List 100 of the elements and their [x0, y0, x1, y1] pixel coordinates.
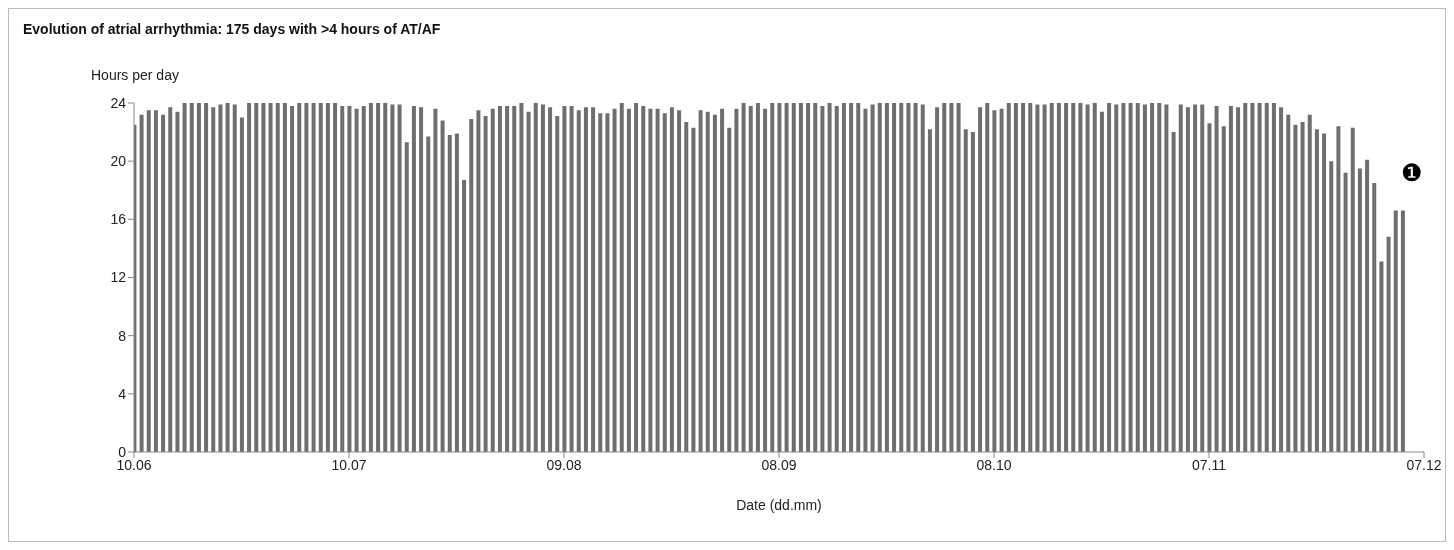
bar — [483, 116, 488, 452]
bar — [849, 103, 854, 452]
x-tick-label: 10.07 — [331, 456, 367, 473]
bar — [361, 105, 366, 452]
y-tick-label: 4 — [118, 385, 127, 402]
bar — [1322, 133, 1327, 452]
bar — [992, 110, 997, 452]
bar — [1178, 104, 1183, 452]
bar — [576, 110, 581, 452]
bar — [985, 103, 990, 452]
bar — [906, 103, 911, 452]
bar — [1293, 124, 1298, 452]
bar — [433, 108, 438, 452]
bar — [877, 103, 882, 452]
bar — [1135, 103, 1140, 452]
bar — [1372, 182, 1377, 452]
bar — [1307, 114, 1312, 452]
bar — [727, 127, 732, 452]
bar — [383, 103, 388, 452]
x-tick-label: 08.09 — [761, 456, 797, 473]
bar — [1357, 168, 1362, 452]
bar — [935, 107, 940, 452]
bar — [268, 103, 273, 452]
bar — [1386, 236, 1391, 452]
bar — [999, 108, 1004, 452]
y-tick-label: 12 — [110, 269, 127, 286]
bar — [820, 105, 825, 452]
bar — [1279, 107, 1284, 452]
bar — [1214, 105, 1219, 452]
bar — [1099, 111, 1104, 452]
bar — [519, 103, 524, 452]
bar — [626, 108, 631, 452]
bar — [856, 103, 861, 452]
bar — [168, 107, 173, 452]
bar — [1185, 107, 1190, 452]
bar — [311, 103, 316, 452]
bar — [419, 107, 424, 452]
bar — [175, 111, 180, 452]
bar — [239, 117, 244, 452]
bar — [705, 111, 710, 452]
bar — [1107, 103, 1112, 452]
bar — [261, 103, 266, 452]
bar — [1078, 103, 1083, 452]
bar — [347, 105, 352, 452]
bar — [1329, 161, 1334, 452]
bar — [297, 103, 302, 452]
bar — [1085, 104, 1090, 452]
bar — [1157, 103, 1162, 452]
bar — [540, 104, 545, 452]
bar — [827, 103, 832, 452]
bar — [411, 105, 416, 452]
bar — [598, 113, 603, 452]
bar — [1207, 123, 1212, 452]
bar — [218, 104, 223, 452]
bar — [254, 103, 259, 452]
bar — [1042, 104, 1047, 452]
bar — [1114, 104, 1119, 452]
y-tick-label: 20 — [110, 153, 127, 170]
bar — [1035, 104, 1040, 452]
bar — [813, 103, 818, 452]
bar — [834, 105, 839, 452]
bar — [325, 103, 330, 452]
bar — [970, 132, 975, 452]
bar — [476, 110, 481, 452]
bar — [1300, 121, 1305, 452]
bar — [555, 116, 560, 452]
bar — [161, 114, 166, 452]
bar — [863, 108, 868, 452]
bar — [655, 108, 660, 452]
bar — [1228, 105, 1233, 452]
bar — [290, 105, 295, 452]
bar — [505, 105, 510, 452]
bar — [196, 103, 201, 452]
bar — [282, 103, 287, 452]
bar — [512, 105, 517, 452]
bar — [139, 114, 144, 452]
bar — [734, 108, 739, 452]
bar — [763, 108, 768, 452]
bar — [892, 103, 897, 452]
bar — [1365, 159, 1370, 452]
bar — [956, 103, 961, 452]
bar — [490, 108, 495, 452]
bar — [340, 105, 345, 452]
bar — [841, 103, 846, 452]
y-tick-label: 24 — [110, 94, 127, 111]
bar — [469, 119, 474, 452]
bar — [1236, 107, 1241, 452]
bar — [354, 108, 359, 452]
bar — [1049, 103, 1054, 452]
bar — [605, 113, 610, 452]
bar — [333, 103, 338, 452]
bar — [497, 105, 502, 452]
bar — [454, 133, 459, 452]
bar — [712, 114, 717, 452]
bar — [770, 103, 775, 452]
bar — [562, 105, 567, 452]
bar — [619, 103, 624, 452]
bar — [1314, 129, 1319, 452]
bar — [1264, 103, 1269, 452]
bar — [648, 108, 653, 452]
